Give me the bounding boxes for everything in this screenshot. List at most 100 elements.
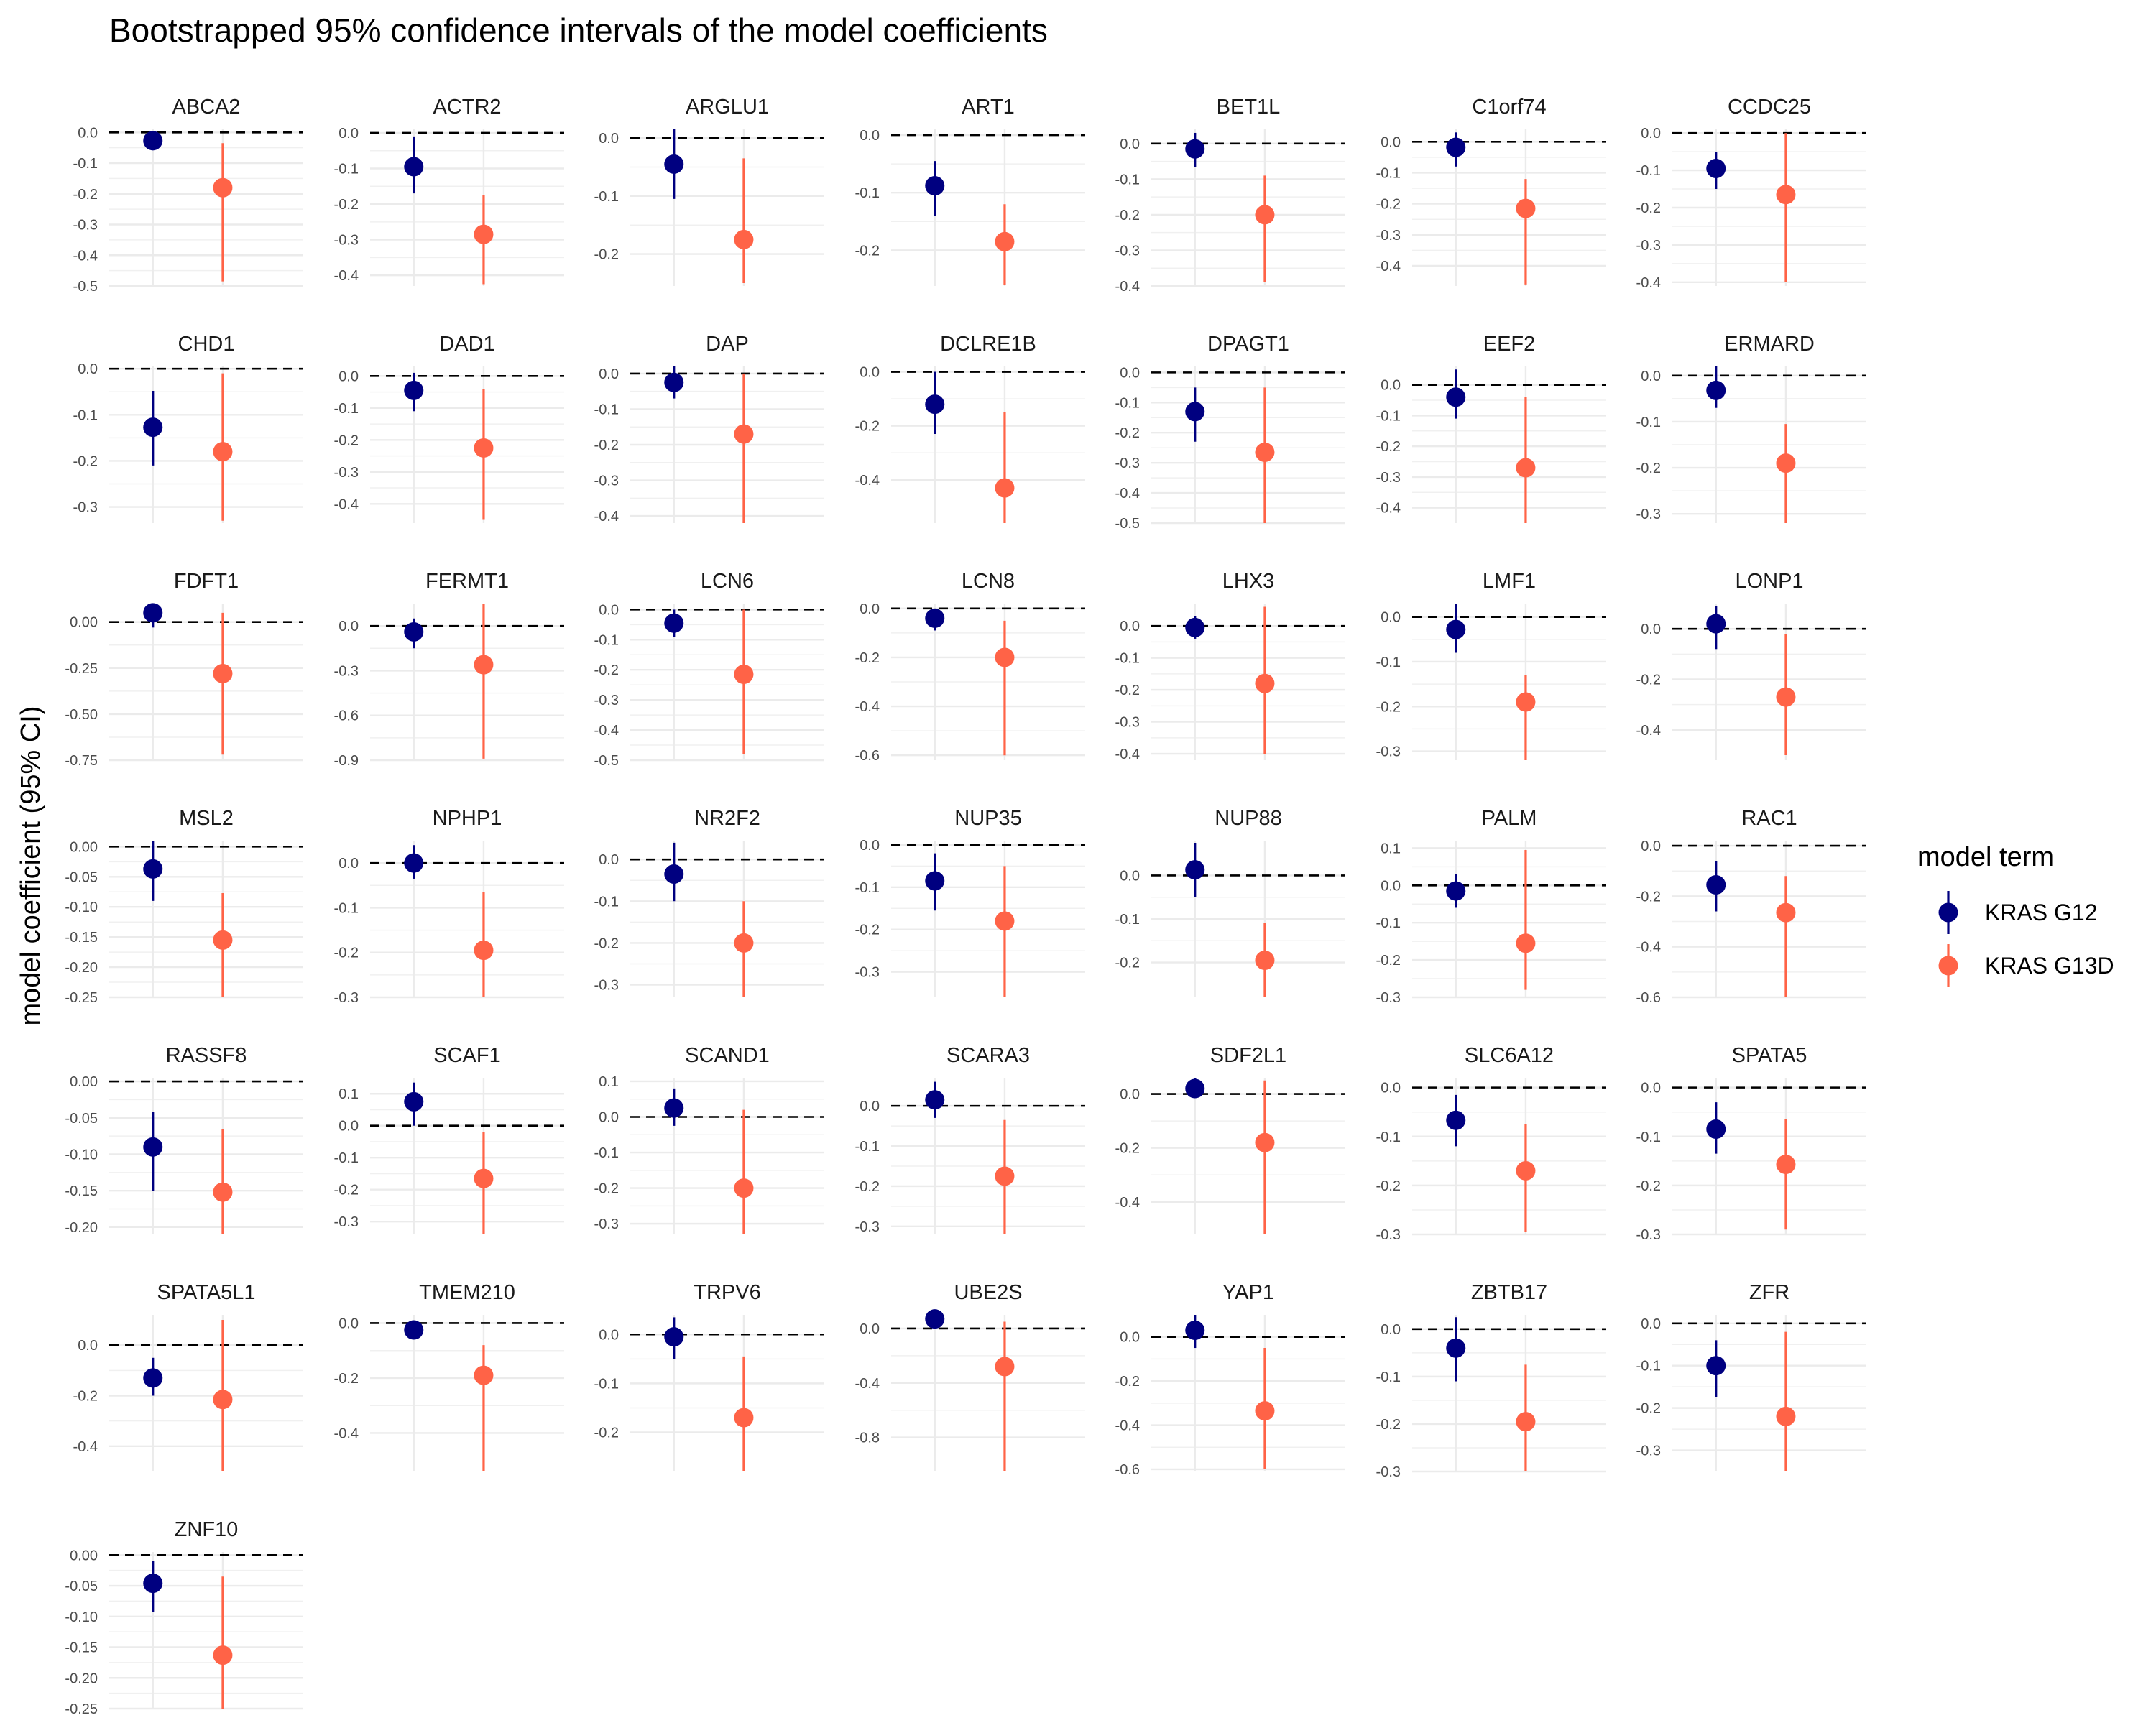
- y-tick-label: -0.3: [594, 1216, 619, 1232]
- y-tick-label: -0.1: [594, 402, 619, 417]
- chart-title: Bootstrapped 95% confidence intervals of…: [109, 11, 1048, 49]
- y-tick-label: -0.1: [594, 894, 619, 910]
- facet-title: RAC1: [1741, 807, 1797, 830]
- facet-scand1: SCAND1 0.1 0.0 -0.1 -0.2 -0.3: [594, 1044, 824, 1234]
- facet-lcn6: LCN6 0.0 -0.1 -0.2 -0.3 -0.4 -0.5: [594, 570, 824, 769]
- facet-title: ZBTB17: [1471, 1281, 1547, 1304]
- y-tick-label: -0.2: [334, 197, 359, 213]
- y-tick-label: -0.4: [1115, 1195, 1140, 1211]
- y-tick-label: 0.0: [599, 366, 619, 382]
- estimate-point-kras-g13d: [213, 1390, 233, 1410]
- y-tick-label: 0.0: [338, 369, 359, 384]
- y-tick-label: -0.3: [1115, 715, 1140, 731]
- estimate-point-kras-g12: [404, 853, 424, 873]
- estimate-point-kras-g13d: [1516, 1412, 1536, 1432]
- facet-tmem210: TMEM210 0.0 -0.2 -0.4: [334, 1281, 564, 1471]
- facet-title: LHX3: [1222, 570, 1275, 593]
- facet-zfr: ZFR 0.0 -0.1 -0.2 -0.3: [1636, 1281, 1866, 1471]
- y-tick-label: 0.00: [70, 615, 98, 631]
- facet-title: LCN6: [701, 570, 754, 593]
- y-tick-label: -0.4: [1636, 723, 1661, 739]
- y-tick-label: -0.1: [855, 185, 880, 201]
- estimate-point-kras-g13d: [1255, 951, 1275, 971]
- facet-title: SCARA3: [946, 1044, 1030, 1067]
- facet-title: DPAGT1: [1207, 333, 1289, 356]
- facet-title: NUP35: [954, 807, 1022, 830]
- estimate-point-kras-g12: [404, 622, 424, 642]
- y-tick-label: -0.6: [1115, 1462, 1140, 1478]
- estimate-point-kras-g13d: [474, 1365, 494, 1385]
- y-tick-label: -0.5: [594, 753, 619, 769]
- y-tick-label: 0.0: [78, 361, 98, 377]
- y-tick-label: -0.5: [1115, 516, 1140, 532]
- estimate-point-kras-g12: [1706, 1356, 1726, 1376]
- facet-title: C1orf74: [1472, 96, 1546, 119]
- estimate-point-kras-g13d: [213, 930, 233, 950]
- facet-rac1: RAC1 0.0 -0.2 -0.4 -0.6: [1636, 807, 1866, 1006]
- y-tick-label: -0.4: [855, 473, 880, 489]
- y-tick-label: -0.1: [1376, 408, 1401, 424]
- facet-title: SLC6A12: [1465, 1044, 1554, 1067]
- y-tick-label: -0.1: [1115, 395, 1140, 411]
- y-tick-label: -0.1: [334, 1150, 359, 1166]
- y-tick-label: -0.3: [73, 500, 98, 516]
- facet-title: ABCA2: [172, 96, 240, 119]
- y-tick-label: 0.0: [1120, 619, 1140, 634]
- y-tick-label: 0.0: [599, 131, 619, 147]
- y-tick-label: -0.4: [1636, 940, 1661, 956]
- facet-slc6a12: SLC6A12 0.0 -0.1 -0.2 -0.3: [1376, 1044, 1606, 1243]
- facet-scara3: SCARA3 0.0 -0.1 -0.2 -0.3: [855, 1044, 1085, 1235]
- estimate-point-kras-g13d: [474, 1168, 494, 1188]
- estimate-point-kras-g12: [664, 154, 684, 174]
- facet-title: YAP1: [1222, 1281, 1274, 1304]
- y-tick-label: -0.3: [1376, 228, 1401, 244]
- facet-sdf2l1: SDF2L1 0.0 -0.2 -0.4: [1115, 1044, 1345, 1234]
- y-tick-label: -0.2: [1636, 461, 1661, 476]
- estimate-point-kras-g13d: [734, 665, 754, 685]
- facet-title: DCLRE1B: [940, 333, 1036, 356]
- legend-entries: KRAS G12 KRAS G13D: [1938, 891, 2114, 987]
- facet-title: EEF2: [1483, 333, 1536, 356]
- estimate-point-kras-g12: [925, 1309, 945, 1329]
- y-tick-label: -0.3: [594, 473, 619, 489]
- y-tick-label: -0.20: [65, 1671, 98, 1686]
- y-tick-label: 0.0: [1120, 137, 1140, 152]
- y-tick-label: -0.1: [1376, 1129, 1401, 1145]
- y-tick-label: -0.1: [73, 156, 98, 172]
- estimate-point-kras-g12: [925, 608, 945, 628]
- y-tick-label: 0.0: [78, 1338, 98, 1354]
- y-tick-label: 0.0: [1641, 622, 1661, 637]
- facet-title: SDF2L1: [1210, 1044, 1286, 1067]
- y-tick-label: -0.2: [855, 923, 880, 938]
- estimate-point-kras-g13d: [474, 224, 494, 244]
- y-tick-label: -0.3: [1115, 243, 1140, 259]
- estimate-point-kras-g12: [1706, 1119, 1726, 1140]
- facet-arglu1: ARGLU1 0.0 -0.1 -0.2: [594, 96, 824, 286]
- facet-abca2: ABCA2 0.0 -0.1 -0.2 -0.3 -0.4 -0.5: [73, 96, 303, 295]
- y-tick-label: -0.2: [594, 438, 619, 453]
- y-tick-label: -0.2: [594, 935, 619, 951]
- facet-title: CHD1: [178, 333, 235, 356]
- y-tick-label: -0.1: [73, 407, 98, 423]
- y-tick-label: -0.2: [1376, 953, 1401, 969]
- y-tick-label: -0.4: [594, 509, 619, 525]
- facet-actr2: ACTR2 0.0 -0.1 -0.2 -0.3 -0.4: [334, 96, 564, 286]
- y-tick-label: -0.2: [594, 247, 619, 263]
- y-tick-label: -0.9: [334, 753, 359, 769]
- y-tick-label: -0.10: [65, 1147, 98, 1163]
- y-tick-label: 0.1: [599, 1074, 619, 1090]
- y-tick-label: -0.1: [855, 1139, 880, 1155]
- y-tick-label: -0.2: [855, 1179, 880, 1195]
- y-tick-label: -0.3: [1376, 990, 1401, 1006]
- legend-title: model term: [1917, 842, 2054, 872]
- facet-msl2: MSL2 0.00 -0.05 -0.10 -0.15 -0.20 -0.25: [65, 807, 303, 1006]
- y-tick-label: 0.0: [338, 1119, 359, 1135]
- y-tick-label: -0.3: [73, 218, 98, 234]
- y-tick-label: -0.2: [1376, 1417, 1401, 1433]
- y-tick-label: -0.4: [594, 723, 619, 739]
- y-tick-label: -0.3: [855, 965, 880, 981]
- estimate-point-kras-g12: [925, 176, 945, 196]
- facet-title: NR2F2: [694, 807, 760, 830]
- y-tick-label: -0.3: [334, 663, 359, 679]
- estimate-point-kras-g12: [1446, 387, 1466, 407]
